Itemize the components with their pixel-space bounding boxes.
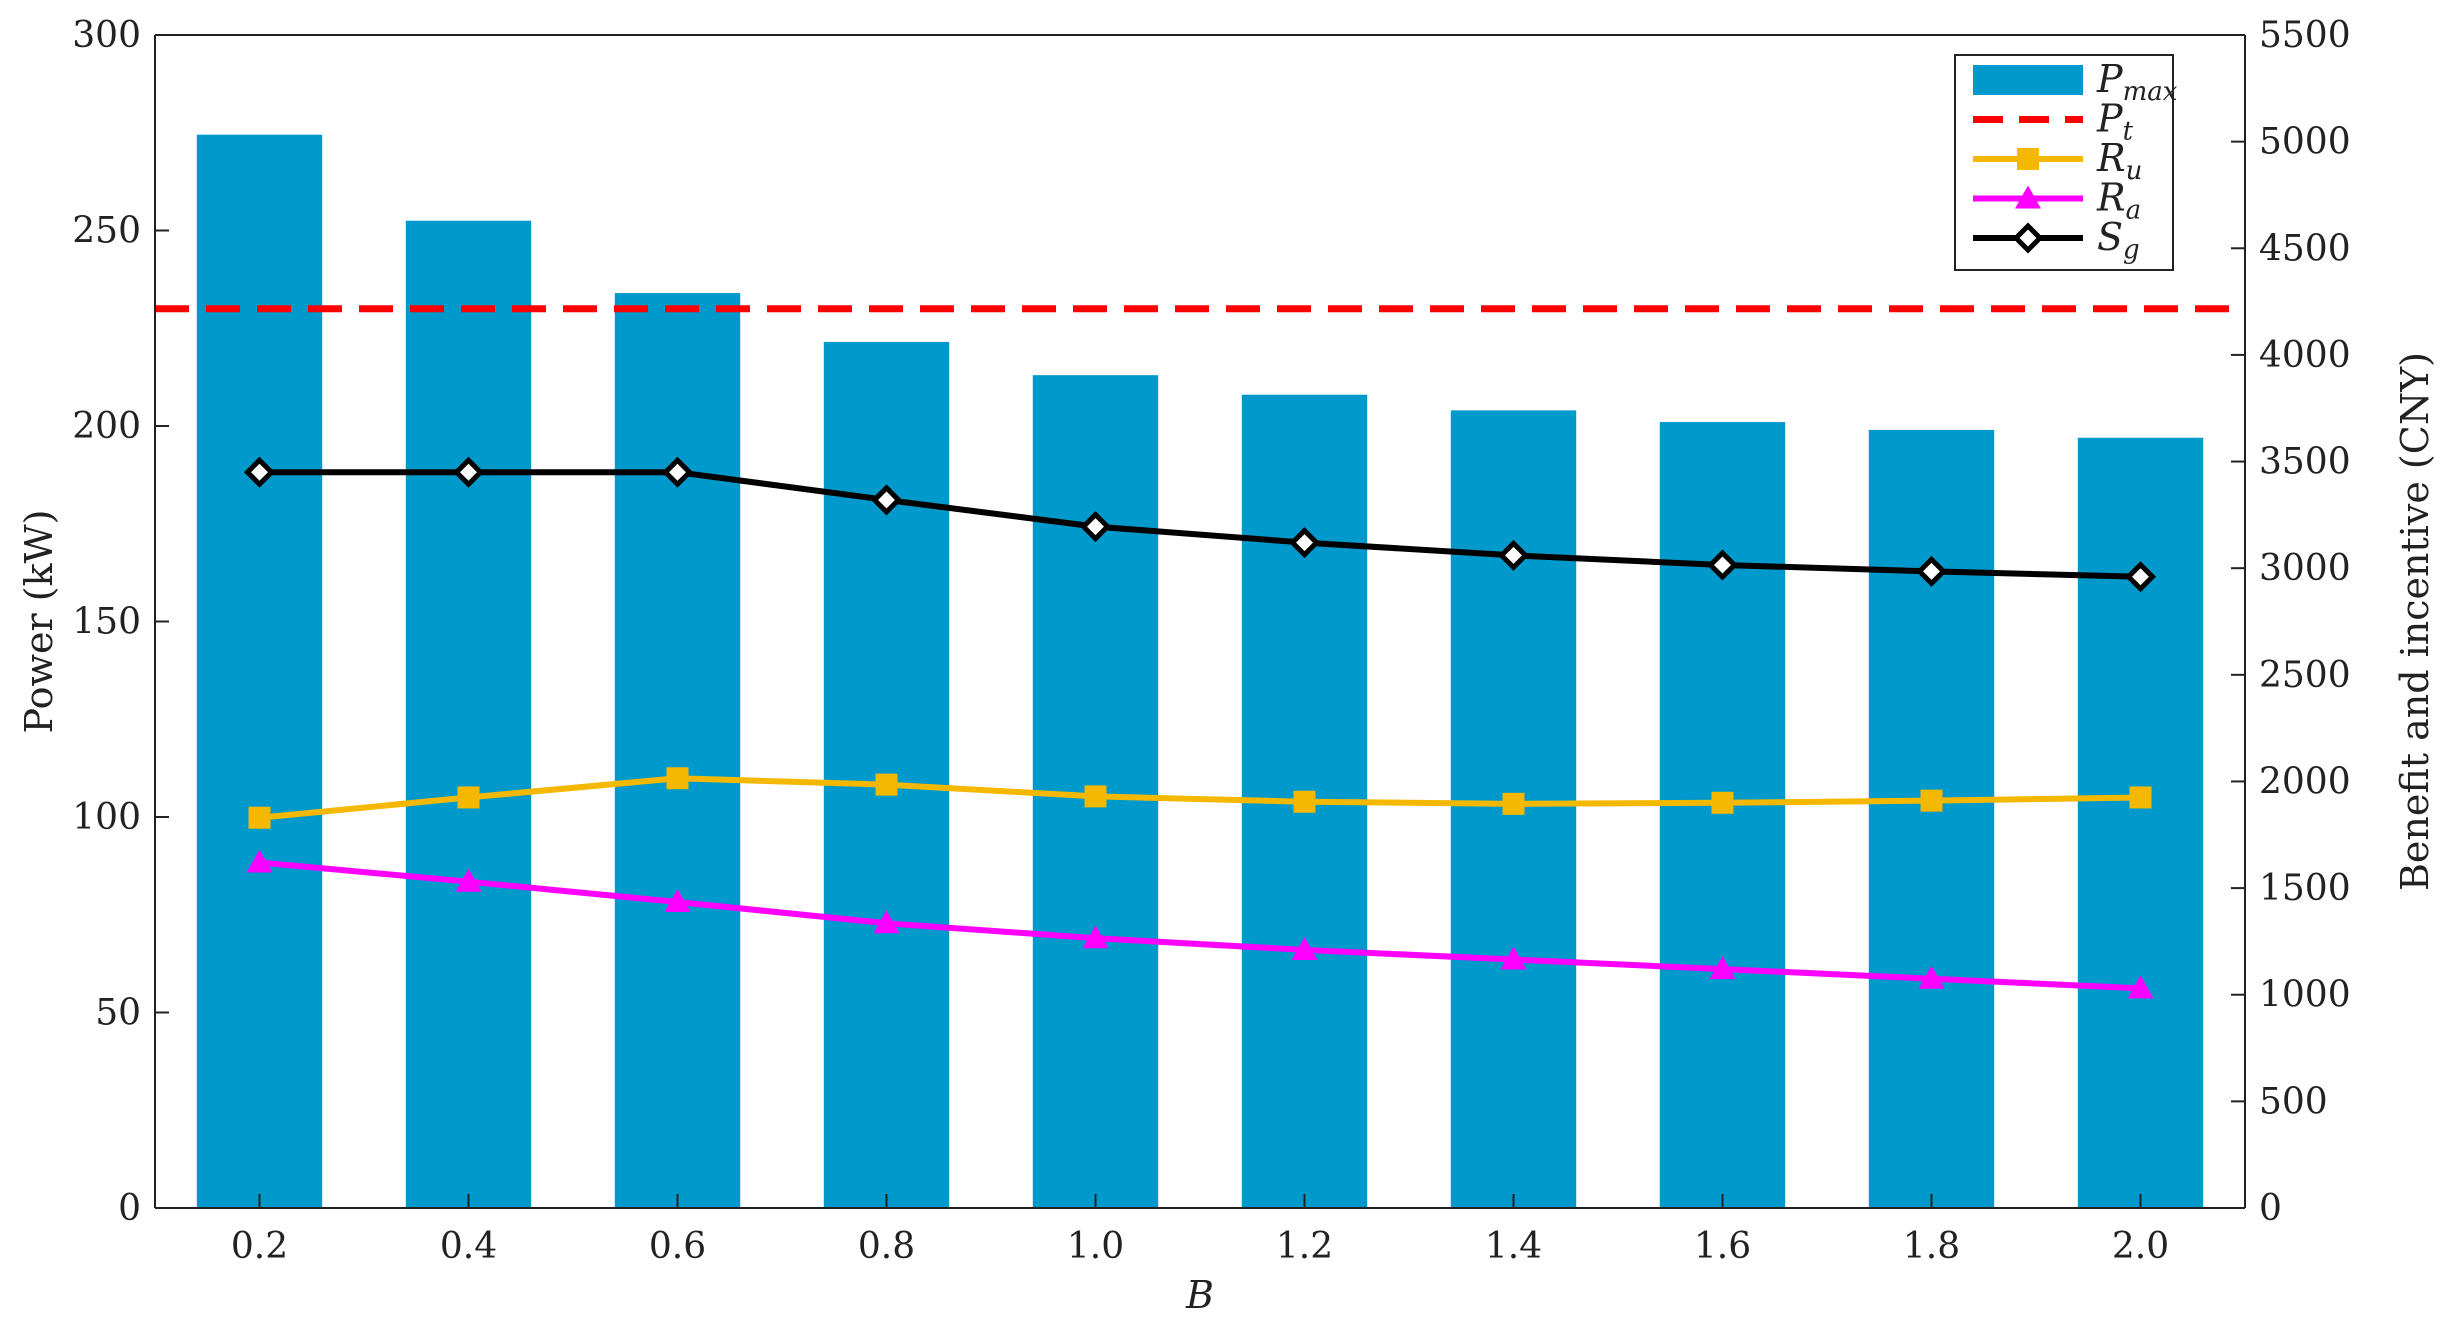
bar-1.8	[1868, 429, 1995, 1208]
point-sg-1.0	[1079, 511, 1112, 543]
x-tick-label: 1.8	[1903, 1226, 1960, 1267]
point-ru-1.4	[1502, 792, 1525, 815]
point-ra-1.6	[1709, 956, 1736, 980]
series-line-ra	[259, 859, 2141, 992]
y-left-tick-label: 250	[72, 211, 141, 252]
series-line-ru	[259, 775, 2141, 821]
x-axis-title: B	[1185, 1273, 1214, 1317]
y-right-tick-label: 4500	[2259, 228, 2351, 269]
legend-marker-ru	[2017, 148, 2039, 170]
y-axis-right-title: Benefit and incentive (CNY)	[2393, 352, 2437, 891]
point-ru-1.6	[1711, 791, 1734, 814]
y-right-tick-label: 1000	[2259, 975, 2351, 1016]
point-ra-0.2	[246, 849, 273, 873]
point-sg-1.4	[1497, 539, 1530, 571]
y-left-tick-label: 0	[118, 1188, 141, 1229]
y-right-tick-label: 1500	[2259, 868, 2351, 909]
x-tick-label: 1.2	[1276, 1226, 1333, 1267]
x-tick-label: 1.0	[1067, 1226, 1124, 1267]
y-right-tick-label: 5500	[2259, 15, 2351, 56]
point-ra-0.6	[664, 888, 691, 912]
point-sg-2.0	[2124, 561, 2157, 593]
series-line-sg	[259, 469, 2141, 580]
point-sg-0.6	[661, 456, 694, 488]
point-ru-1.2	[1293, 790, 1316, 813]
y-right-tick-label: 3000	[2259, 548, 2351, 589]
y-right-tick-label: 4000	[2259, 335, 2351, 376]
point-ru-2.0	[2129, 786, 2152, 809]
point-ru-1.0	[1084, 785, 1107, 808]
point-ra-0.4	[455, 868, 482, 892]
point-ru-1.8	[1920, 789, 1943, 812]
point-sg-0.4	[452, 456, 485, 488]
legend-marker-sg	[2012, 222, 2044, 254]
y-left-tick-label: 50	[95, 993, 141, 1034]
point-ra-0.8	[873, 910, 900, 934]
bars-layer	[196, 134, 2204, 1209]
bar-0.4	[405, 220, 532, 1209]
legend-marker-ra	[2015, 185, 2041, 209]
x-tick-label: 0.2	[231, 1226, 288, 1267]
point-sg-1.8	[1915, 555, 1948, 587]
bar-0.6	[614, 293, 741, 1208]
x-tick-label: 0.8	[858, 1226, 915, 1267]
point-ru-0.2	[248, 806, 271, 829]
ticks-layer: 0501001502002503000500100015002000250030…	[72, 15, 2350, 1267]
x-tick-label: 1.6	[1694, 1226, 1751, 1267]
y-right-tick-label: 2500	[2259, 655, 2351, 696]
x-tick-label: 1.4	[1485, 1226, 1542, 1267]
y-left-tick-label: 150	[72, 602, 141, 643]
bar-1.6	[1659, 422, 1786, 1209]
x-tick-label: 2.0	[2112, 1226, 2169, 1267]
point-sg-0.8	[870, 484, 903, 516]
bar-2.0	[2077, 437, 2204, 1209]
y-right-tick-label: 500	[2259, 1081, 2328, 1122]
y-right-tick-label: 5000	[2259, 122, 2351, 163]
point-ra-1.2	[1291, 936, 1318, 960]
y-left-tick-label: 100	[72, 797, 141, 838]
point-sg-0.2	[243, 456, 276, 488]
x-tick-label: 0.6	[649, 1226, 706, 1267]
y-right-tick-label: 0	[2259, 1188, 2282, 1229]
point-ra-1.8	[1918, 965, 1945, 989]
bar-0.2	[196, 134, 323, 1209]
point-sg-1.2	[1288, 527, 1321, 559]
legend-swatch-pmax	[1973, 65, 2083, 95]
y-left-tick-label: 300	[72, 15, 141, 56]
point-sg-1.6	[1706, 549, 1739, 581]
point-ru-0.4	[457, 786, 480, 809]
x-tick-label: 0.4	[440, 1226, 497, 1267]
point-ra-2.0	[2127, 975, 2154, 999]
y-left-tick-label: 200	[72, 406, 141, 447]
lines-layer	[243, 456, 2157, 999]
y-axis-left-title: Power (kW)	[17, 510, 61, 734]
y-right-tick-label: 3500	[2259, 442, 2351, 483]
point-ru-0.6	[666, 767, 689, 790]
point-ra-1.0	[1082, 925, 1109, 949]
point-ru-0.8	[875, 773, 898, 796]
point-ra-1.4	[1500, 946, 1527, 970]
y-right-tick-label: 2000	[2259, 761, 2351, 802]
